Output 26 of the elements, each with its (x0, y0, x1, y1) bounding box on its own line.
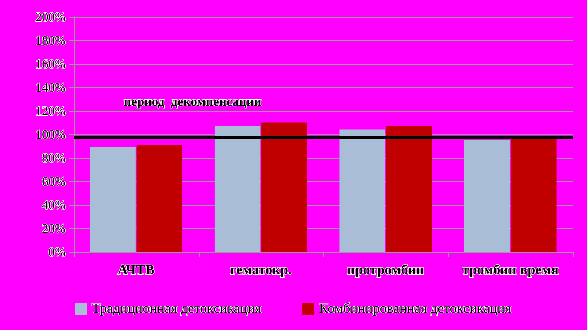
bar (386, 126, 432, 252)
bar (262, 122, 308, 252)
bar (136, 145, 183, 252)
x-tick-label: гематокр. (230, 264, 292, 278)
bar (464, 140, 510, 252)
bar (340, 130, 386, 252)
y-tick-label: 140% (36, 80, 66, 95)
y-tick-label: 60% (42, 174, 66, 189)
y-tick-label: 200% (36, 10, 66, 24)
y-tick-label: 100% (36, 127, 66, 142)
bar (90, 147, 136, 252)
y-tick-label: 160% (36, 56, 66, 72)
bar (511, 139, 557, 252)
y-tick-label: 120% (36, 104, 66, 118)
y-tick-label: 20% (42, 221, 66, 236)
y-tick-label: 80% (42, 150, 66, 166)
y-tick-label: 0% (48, 244, 66, 260)
x-tick-label: протромбин (347, 264, 424, 278)
legend-label: Традиционная детоксикация (92, 302, 262, 317)
y-tick-label: 40% (42, 198, 66, 212)
ref-line-label: период декомпенсации (124, 94, 262, 109)
legend-label: Комбинированная детоксикация (319, 302, 512, 317)
bar (214, 126, 261, 252)
x-tick-label: тромбин время (462, 264, 560, 278)
y-tick-label: 180% (36, 33, 66, 48)
x-tick-label: АЧТВ (118, 264, 155, 278)
